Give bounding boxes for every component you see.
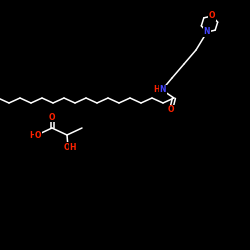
Text: O: O xyxy=(209,12,215,20)
Text: H: H xyxy=(70,142,76,152)
Text: O: O xyxy=(35,130,41,140)
Text: N: N xyxy=(160,86,166,94)
Text: O: O xyxy=(64,142,70,152)
Text: O: O xyxy=(49,112,55,122)
Text: N: N xyxy=(204,28,210,36)
Text: H: H xyxy=(154,86,160,94)
Text: O: O xyxy=(168,106,174,114)
Text: H: H xyxy=(29,130,35,140)
